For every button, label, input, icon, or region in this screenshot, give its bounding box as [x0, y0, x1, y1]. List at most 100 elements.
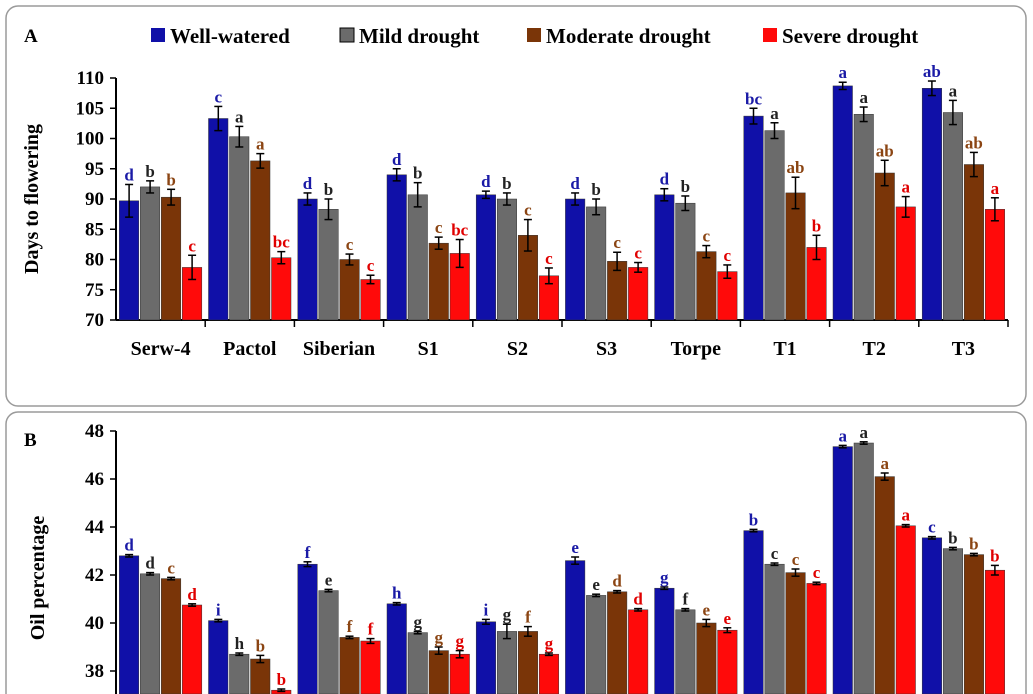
panel-b-significance-letter: g [660, 568, 669, 587]
panel-a-significance-letter: bc [745, 89, 762, 108]
panel-a-y-tick-label: 90 [85, 189, 104, 210]
panel-a-bar-siberian-mild-drought [318, 209, 339, 321]
panel-b-bar-s1-severe-drought [449, 653, 470, 694]
panel-b-significance-letter: g [413, 612, 422, 631]
panel-a-significance-letter: b [502, 174, 511, 193]
panel-b-bar-serw-4-mild-drought [140, 573, 161, 694]
panel-a-significance-letter: b [166, 170, 175, 189]
panel-a-bar-t3-mild-drought [942, 112, 963, 321]
panel-a-bar-s1-well-watered [386, 174, 407, 321]
panel-a-bar-t1-moderate-drought [785, 192, 806, 321]
panel-a-y-tick-label: 75 [85, 280, 104, 301]
panel-a-bar-s3-well-watered [565, 198, 586, 321]
panel-b-significance-letter: c [813, 563, 821, 582]
panel-b-significance-letter: h [235, 634, 245, 653]
panel-b-bar-t1-moderate-drought [785, 572, 806, 694]
panel-b-bar-t2-severe-drought [895, 525, 916, 694]
panel-b-significance-letter: f [525, 608, 531, 627]
panel-a-significance-letter: c [634, 244, 642, 263]
panel-a-significance-letter: c [703, 227, 711, 246]
panel-b-bar-serw-4-severe-drought [182, 604, 203, 694]
panel-a-significance-letter: a [991, 179, 1000, 198]
panel-b-significance-letter: b [990, 546, 999, 565]
panel-a-y-axis-title: Days to flowering [21, 124, 43, 274]
panel-b-significance-letter: f [305, 543, 311, 562]
panel-b-significance-letter: g [545, 634, 554, 653]
panel-b-bar-t3-moderate-drought [963, 554, 984, 694]
panel-a-y-tick-label: 80 [85, 250, 104, 271]
panel-a-significance-letter: d [481, 172, 491, 191]
panel-a-bar-s2-mild-drought [496, 198, 517, 321]
panel-a-significance-letter: c [724, 246, 732, 265]
panel-a-bar-pactol-mild-drought [229, 136, 250, 321]
panel-a-bar-torpe-mild-drought [675, 202, 696, 321]
panel-b-significance-letter: c [792, 550, 800, 569]
panel-b-y-tick-label: 48 [85, 421, 104, 442]
panel-b-bar-siberian-well-watered [297, 563, 318, 694]
panel-b-y-tick-label: 42 [85, 565, 104, 586]
panel-b-significance-letter: b [256, 636, 265, 655]
panel-b-significance-letter: d [124, 536, 134, 555]
panel-b-significance-letter: h [392, 584, 402, 603]
panel-a-bar-t3-well-watered [921, 88, 942, 321]
panel-a-bar-t2-well-watered [832, 85, 853, 321]
panel-a-category-label-t1: T1 [773, 338, 796, 360]
panel-a-y-tick-label: 85 [85, 219, 104, 240]
legend-item-mild-drought: Mild drought [339, 24, 479, 48]
panel-b-significance-letter: i [484, 600, 489, 619]
panel-b-significance-letter: a [859, 423, 868, 442]
panel-b-bar-s3-well-watered [565, 560, 586, 694]
legend-label-well-watered: Well-watered [170, 24, 290, 48]
panel-b-label: B [24, 430, 37, 451]
panel-a-category-label-t3: T3 [952, 338, 975, 360]
panel-a-significance-letter: a [901, 178, 910, 197]
panel-a-significance-letter: d [570, 174, 580, 193]
panel-a-bar-t1-well-watered [743, 115, 764, 321]
panel-a-bar-serw-4-moderate-drought [161, 196, 182, 321]
panel-b-significance-letter: c [167, 558, 175, 577]
panel-a-y-tick-label: 105 [76, 98, 105, 119]
panel-b-bar-s3-severe-drought [628, 609, 649, 694]
panel-a-bar-s2-well-watered [475, 194, 496, 321]
panel-b-bar-t3-mild-drought [942, 548, 963, 694]
panel-b-bar-s3-moderate-drought [607, 591, 628, 694]
panel-b-significance-letter: e [592, 575, 600, 594]
panel-b-significance-letter: c [928, 518, 936, 537]
panel-b-bar-t3-severe-drought [984, 569, 1005, 694]
panel-a-bar-pactol-moderate-drought [250, 160, 271, 321]
panel-b-significance-letter: g [455, 632, 464, 651]
legend-item-well-watered: Well-watered [151, 24, 290, 48]
panel-b-bar-t1-well-watered [743, 530, 764, 694]
panel-b-significance-letter: g [434, 628, 443, 647]
panel-b-bar-torpe-well-watered [654, 587, 675, 694]
panel-b-significance-letter: d [145, 554, 155, 573]
panel-b-y-tick-label: 40 [85, 613, 104, 634]
panel-a-significance-letter: bc [273, 233, 290, 252]
panel-a-significance-letter: c [346, 235, 354, 254]
panel-b-bar-t2-mild-drought [853, 442, 874, 694]
panel-a-bar-torpe-well-watered [654, 194, 675, 321]
panel-a-significance-letter: ab [923, 62, 941, 81]
legend-label-mild-drought: Mild drought [359, 24, 479, 48]
panel-b-significance-letter: e [703, 600, 711, 619]
panel-a-significance-letter: c [367, 256, 375, 275]
panel-b-significance-letter: b [749, 510, 758, 529]
panel-b-bar-s2-well-watered [475, 621, 496, 694]
panel-a-significance-letter: a [949, 81, 958, 100]
panel-b-bar-serw-4-well-watered [119, 555, 140, 694]
plot-a: Days to flowering 70 75 80 85 90 95 100 105 110 Se… [21, 62, 1009, 360]
panel-a-bar-pactol-severe-drought [271, 257, 292, 321]
panel-a-significance-letter: b [681, 177, 690, 196]
panel-b-y-axis-title: Oil percentage [27, 516, 49, 641]
panel-b-significance-letter: g [503, 605, 512, 624]
panel-b-bar-t2-well-watered [832, 446, 853, 694]
legend-item-moderate-drought: Moderate drought [527, 24, 711, 48]
panel-b-significance-letter: d [633, 590, 643, 609]
panel-a-bar-t2-mild-drought [853, 114, 874, 321]
panel-b-bar-s3-mild-drought [586, 595, 607, 694]
panel-a-category-label-serw-4: Serw-4 [131, 338, 191, 360]
panel-a-category-label-pactol: Pactol [223, 338, 277, 360]
panel-a-bar-t1-mild-drought [764, 130, 785, 321]
panel-b-bar-siberian-severe-drought [360, 640, 381, 694]
